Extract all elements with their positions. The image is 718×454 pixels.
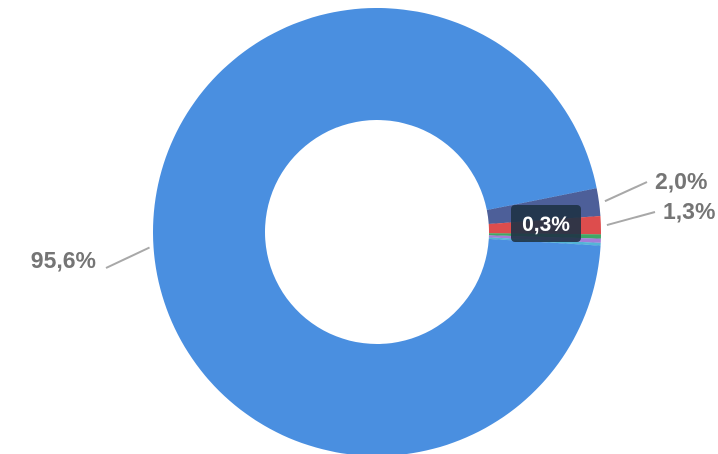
slice-label-1: 2,0% xyxy=(655,168,707,194)
leader-line-0 xyxy=(105,246,150,269)
hover-tooltip: 0,3% xyxy=(511,205,581,242)
slice-label-2: 1,3% xyxy=(663,198,715,224)
donut-slice-0[interactable] xyxy=(153,8,601,454)
leader-line-1 xyxy=(604,181,648,203)
tooltip-text: 0,3% xyxy=(522,213,570,236)
slice-label-0: 95,6% xyxy=(31,247,96,273)
tooltip-box xyxy=(511,205,581,242)
leader-line-2 xyxy=(606,211,656,226)
